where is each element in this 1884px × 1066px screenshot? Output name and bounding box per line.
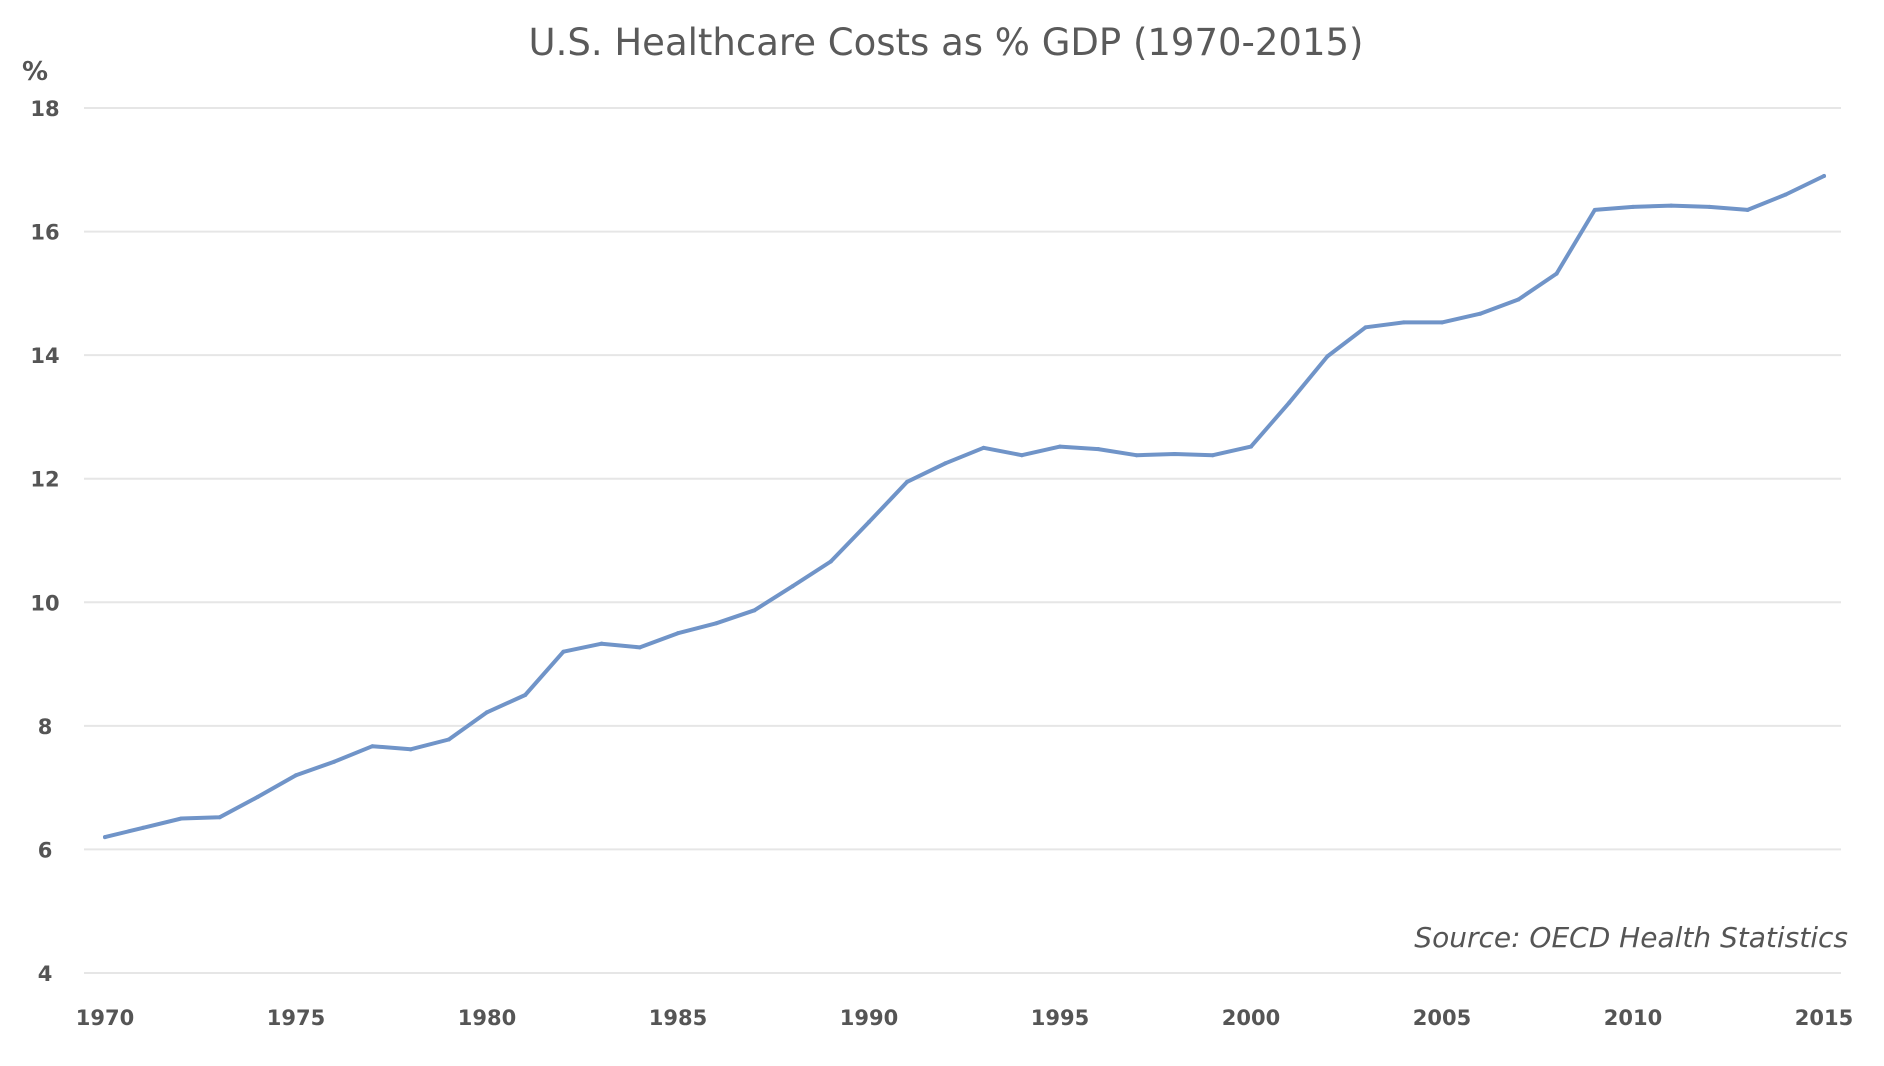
- data-point: [1401, 320, 1406, 325]
- data-point: [1058, 444, 1062, 449]
- x-tick-label: 2010: [1604, 1006, 1662, 1030]
- data-point: [1440, 320, 1444, 325]
- data-point: [1707, 204, 1712, 209]
- y-tick-label: 4: [38, 962, 53, 986]
- x-tick-label: 1995: [1031, 1006, 1089, 1030]
- data-point: [1019, 453, 1024, 458]
- data-point: [141, 825, 146, 830]
- data-point: [981, 445, 986, 450]
- y-axis-label: %: [22, 57, 48, 87]
- data-point: [867, 519, 871, 524]
- x-tick-label: 1970: [76, 1006, 134, 1030]
- data-point: [1516, 297, 1521, 302]
- y-tick-label: 6: [38, 838, 53, 862]
- data-point: [1325, 354, 1330, 359]
- data-point: [561, 649, 566, 654]
- data-point: [485, 710, 489, 715]
- data-point: [1592, 207, 1597, 212]
- data-point: [637, 645, 642, 650]
- data-point: [1745, 207, 1750, 212]
- y-tick-label: 14: [30, 344, 59, 368]
- data-point: [523, 692, 528, 697]
- source-annotation: Source: OECD Health Statistics: [1414, 921, 1848, 954]
- data-point: [1554, 271, 1559, 276]
- x-tick-label: 1990: [840, 1006, 898, 1030]
- x-tick-label: 1980: [458, 1006, 516, 1030]
- data-point: [1631, 204, 1635, 209]
- data-point: [1363, 325, 1368, 330]
- data-point: [676, 631, 680, 636]
- data-point: [1096, 447, 1101, 452]
- y-tick-label: 18: [30, 97, 59, 121]
- data-point: [1249, 444, 1253, 449]
- data-point: [790, 584, 795, 589]
- data-point: [103, 835, 107, 840]
- data-point: [1478, 311, 1483, 316]
- data-point: [599, 641, 604, 646]
- data-point: [943, 461, 948, 466]
- data-point: [1669, 203, 1674, 208]
- data-point: [714, 621, 719, 626]
- x-tick-label: 2015: [1795, 1006, 1853, 1030]
- data-point: [828, 559, 833, 564]
- data-point: [217, 815, 222, 820]
- data-point: [1134, 453, 1139, 458]
- data-point: [332, 759, 337, 764]
- x-tick-label: 1985: [649, 1006, 707, 1030]
- y-tick-label: 12: [30, 468, 59, 492]
- data-point: [1822, 173, 1826, 178]
- data-point: [408, 747, 413, 752]
- data-point: [905, 479, 910, 484]
- x-tick-label: 1975: [267, 1006, 325, 1030]
- chart-title: U.S. Healthcare Costs as % GDP (1970-201…: [529, 21, 1364, 64]
- data-point: [294, 773, 298, 778]
- data-point: [1210, 453, 1215, 458]
- x-tick-label: 2000: [1222, 1006, 1280, 1030]
- data-point: [370, 744, 375, 749]
- y-tick-label: 10: [30, 591, 59, 615]
- series-line: [103, 174, 1826, 840]
- data-point: [1287, 400, 1292, 405]
- data-point: [179, 816, 184, 821]
- data-point: [255, 794, 260, 799]
- y-tick-label: 16: [30, 221, 59, 245]
- y-tick-label: 8: [38, 715, 53, 739]
- data-point: [446, 737, 451, 742]
- x-tick-label: 2005: [1413, 1006, 1471, 1030]
- data-point: [1783, 192, 1788, 197]
- data-point: [1172, 452, 1177, 456]
- data-point: [752, 608, 757, 613]
